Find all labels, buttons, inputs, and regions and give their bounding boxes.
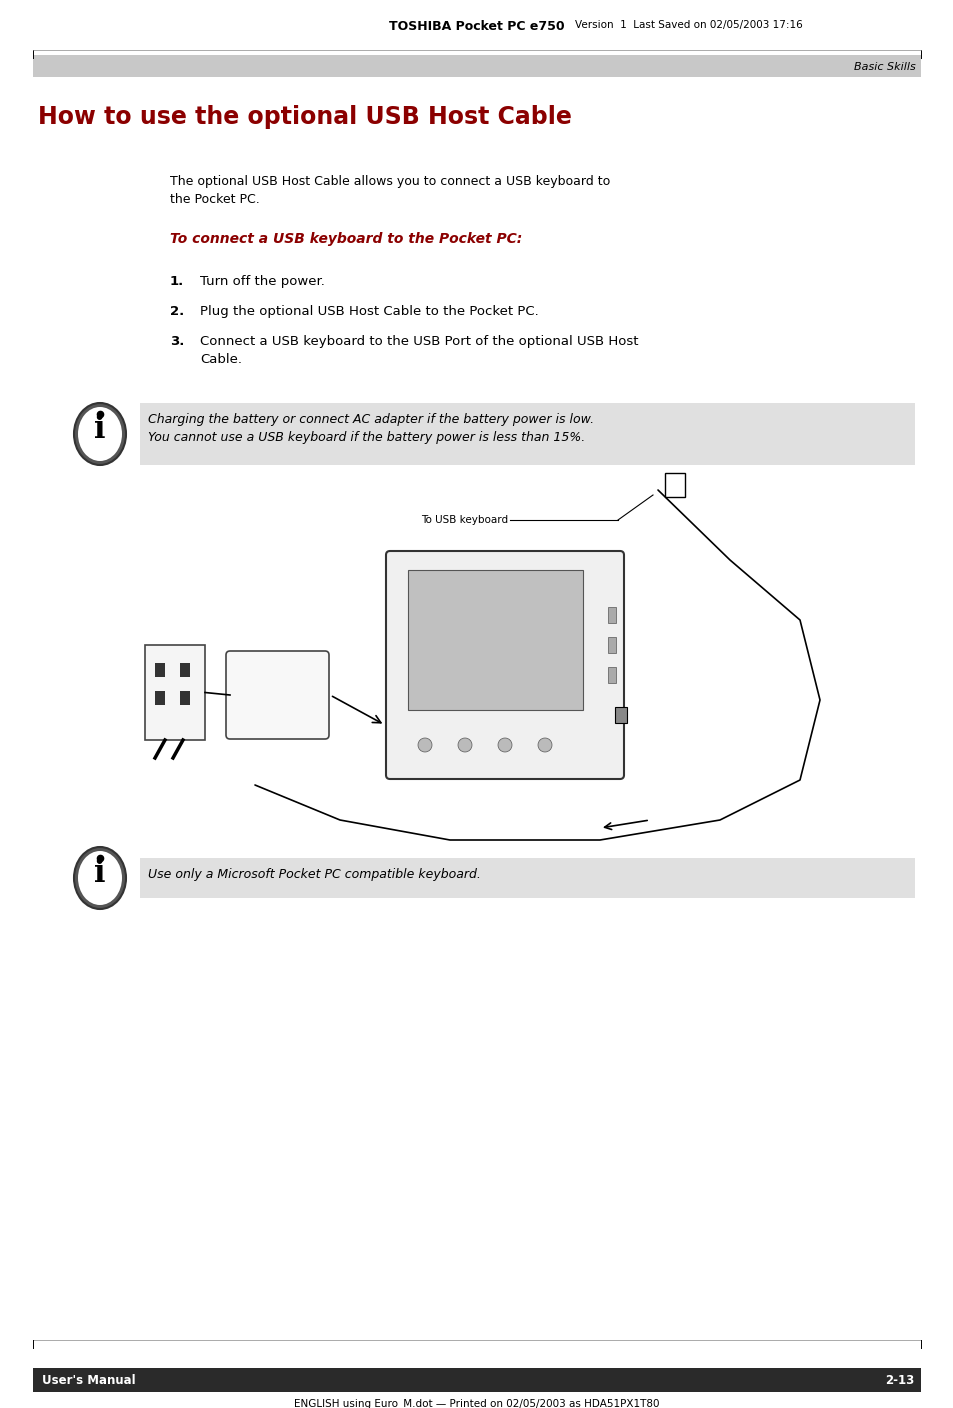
Text: i: i bbox=[94, 414, 106, 445]
Text: To connect a USB keyboard to the Pocket PC:: To connect a USB keyboard to the Pocket … bbox=[170, 232, 521, 246]
Bar bbox=[607, 607, 616, 622]
Ellipse shape bbox=[78, 407, 122, 460]
Text: Charging the battery or connect AC adapter if the battery power is low.: Charging the battery or connect AC adapt… bbox=[148, 413, 594, 427]
Polygon shape bbox=[664, 473, 684, 497]
Ellipse shape bbox=[74, 848, 126, 910]
Bar bbox=[180, 691, 190, 705]
Text: The optional USB Host Cable allows you to connect a USB keyboard to: The optional USB Host Cable allows you t… bbox=[170, 175, 610, 189]
Text: Version  1  Last Saved on 02/05/2003 17:16: Version 1 Last Saved on 02/05/2003 17:16 bbox=[575, 20, 801, 30]
Text: Plug the optional USB Host Cable to the Pocket PC.: Plug the optional USB Host Cable to the … bbox=[200, 306, 538, 318]
Text: ENGLISH using Euro_M.dot — Printed on 02/05/2003 as HDA51PX1T80: ENGLISH using Euro_M.dot — Printed on 02… bbox=[294, 1398, 659, 1408]
Text: Turn off the power.: Turn off the power. bbox=[200, 275, 325, 289]
FancyBboxPatch shape bbox=[386, 551, 623, 779]
Bar bbox=[33, 1369, 920, 1393]
Bar bbox=[140, 857, 914, 898]
Text: 2.: 2. bbox=[170, 306, 184, 318]
FancyBboxPatch shape bbox=[226, 650, 329, 739]
Bar bbox=[408, 570, 582, 710]
Text: Connect a USB keyboard to the USB Port of the optional USB Host: Connect a USB keyboard to the USB Port o… bbox=[200, 335, 638, 348]
Circle shape bbox=[457, 738, 472, 752]
Text: 2-13: 2-13 bbox=[883, 1374, 913, 1387]
Text: You cannot use a USB keyboard if the battery power is less than 15%.: You cannot use a USB keyboard if the bat… bbox=[148, 431, 584, 444]
Bar bbox=[145, 645, 205, 741]
Text: User's Manual: User's Manual bbox=[42, 1374, 135, 1387]
Text: 3.: 3. bbox=[170, 335, 184, 348]
Bar bbox=[140, 403, 914, 465]
Text: the Pocket PC.: the Pocket PC. bbox=[170, 193, 259, 206]
Circle shape bbox=[537, 738, 552, 752]
Bar bbox=[607, 636, 616, 653]
Circle shape bbox=[417, 738, 432, 752]
Text: Basic Skills: Basic Skills bbox=[853, 62, 915, 72]
Text: To USB keyboard: To USB keyboard bbox=[420, 515, 507, 525]
Text: Cable.: Cable. bbox=[200, 353, 242, 366]
Text: TOSHIBA Pocket PC e750: TOSHIBA Pocket PC e750 bbox=[389, 20, 564, 32]
Ellipse shape bbox=[74, 403, 126, 465]
Text: Use only a Microsoft Pocket PC compatible keyboard.: Use only a Microsoft Pocket PC compatibl… bbox=[148, 867, 480, 881]
Circle shape bbox=[497, 738, 512, 752]
Text: 1.: 1. bbox=[170, 275, 184, 289]
Ellipse shape bbox=[78, 850, 122, 905]
Bar bbox=[154, 691, 165, 705]
Text: How to use the optional USB Host Cable: How to use the optional USB Host Cable bbox=[38, 106, 571, 130]
Bar bbox=[33, 55, 920, 77]
Bar bbox=[180, 663, 190, 677]
Bar bbox=[154, 663, 165, 677]
Text: i: i bbox=[94, 859, 106, 890]
Bar bbox=[607, 667, 616, 683]
Bar bbox=[615, 707, 626, 722]
